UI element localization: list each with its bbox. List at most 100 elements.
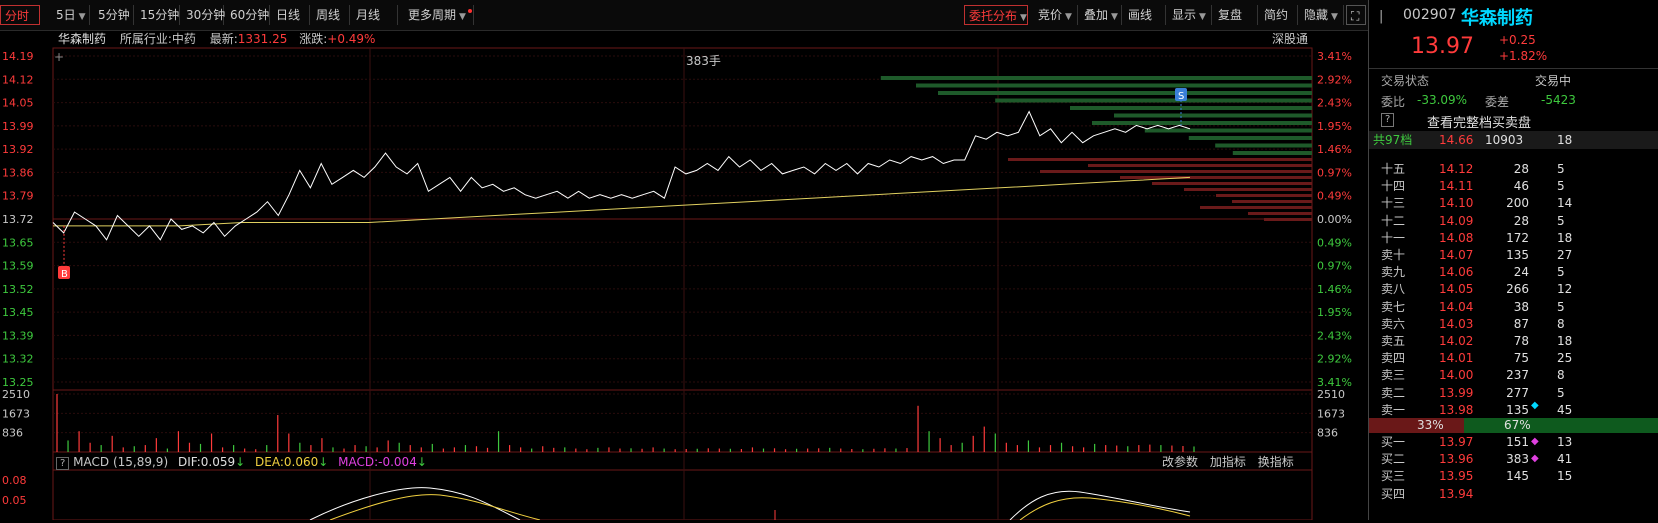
period-tab-0[interactable]: 分时 — [0, 5, 40, 25]
price-tick-label: 13.72 — [2, 213, 34, 226]
sell-level-row[interactable]: 十四 14.11 46 5 — [1369, 178, 1658, 195]
macd-value: -0.004 — [378, 455, 417, 469]
buy-level-row[interactable]: 买二 13.96 383 41 — [1369, 451, 1658, 468]
tool-button-label: 委托分布 — [969, 9, 1018, 23]
latest-value: 1331.25 — [237, 32, 288, 46]
level-vol: 38 — [1513, 299, 1529, 314]
level-label: 卖十 — [1381, 248, 1406, 262]
sell-marker-label: S — [1178, 91, 1184, 102]
tool-button-3[interactable]: 画线 — [1124, 5, 1166, 25]
caret-down-icon: ▼ — [459, 12, 466, 22]
sell-level-row[interactable]: 卖七 14.04 38 5 — [1369, 299, 1658, 316]
chart-canvas[interactable]: 14.19 3.41% 14.12 2.92% 14.05 2.43% 13.99 1.95%… — [0, 30, 1368, 521]
buy-level-row[interactable]: 买一 13.97 151 13 — [1369, 434, 1658, 451]
price-tick-label: 14.05 — [2, 97, 34, 110]
buy-level-row[interactable]: 买四 13.94 — [1369, 486, 1658, 503]
full-book-link[interactable]: 查看完整档买卖盘 — [1427, 116, 1532, 131]
dea-label: DEA: — [255, 455, 284, 469]
period-tab-2[interactable]: 5分钟 — [94, 5, 134, 25]
crosshair-plus-icon[interactable]: + — [54, 50, 65, 64]
period-tab-3[interactable]: 15分钟 — [136, 5, 180, 25]
help-icon[interactable]: ? — [56, 457, 70, 470]
sell-level-row[interactable]: 卖三 14.00 237 8 — [1369, 367, 1658, 384]
pct-tick-label: 2.43% — [1317, 97, 1352, 110]
period-tab-6[interactable]: 日线 — [272, 5, 310, 25]
level-extra: 5 — [1557, 179, 1565, 194]
tool-button-1[interactable]: 竞价 ▼ — [1034, 5, 1078, 25]
level-price: 14.09 — [1439, 213, 1474, 228]
level-extra: 45 — [1557, 402, 1573, 417]
sell-level-row[interactable]: 卖五 14.02 78 18 — [1369, 333, 1658, 350]
sell-level-row[interactable]: 卖六 14.03 87 8 — [1369, 316, 1658, 333]
sell-level-row[interactable]: 卖八 14.05 266 12 — [1369, 281, 1658, 298]
book-help-icon[interactable]: ? — [1381, 113, 1395, 127]
sell-level-row[interactable]: 卖四 14.01 75 25 — [1369, 350, 1658, 367]
fullscreen-icon[interactable]: ⛶ — [1346, 5, 1366, 25]
level-label: 十二 — [1381, 213, 1406, 228]
tool-button-6[interactable]: 简约 — [1260, 5, 1298, 25]
sell-level-row[interactable]: 卖二 13.99 277 5 — [1369, 385, 1658, 402]
macd-down-arrow-icon: ↓ — [416, 455, 427, 469]
tool-button-5[interactable]: 复盘 — [1214, 5, 1258, 25]
period-tab-5[interactable]: 60分钟 — [226, 5, 270, 25]
level-price: 14.10 — [1439, 196, 1474, 211]
tool-button-label: 复盘 — [1218, 8, 1243, 22]
period-tab-4[interactable]: 30分钟 — [182, 5, 225, 25]
sell-level-row[interactable]: 十三 14.10 200 14 — [1369, 195, 1658, 212]
quote-panel: | 002907 华森制药 13.97 +0.25 +1.82% 交易状态 交易… — [1368, 0, 1658, 520]
add-indicator-button[interactable]: 加指标 — [1209, 455, 1246, 469]
weibi-label: 委比 — [1381, 95, 1406, 109]
sell-order-bar — [1040, 170, 1312, 173]
change-value: +0.49% — [327, 32, 376, 46]
period-tab-8[interactable]: 月线 — [352, 5, 398, 25]
period-tab-1[interactable]: 5日 ▼ — [52, 5, 90, 25]
level-label: 买四 — [1381, 486, 1406, 501]
level-vol: 266 — [1506, 282, 1529, 297]
level-price: 13.94 — [1439, 486, 1474, 501]
period-tab-9[interactable]: 更多周期 ▼ — [404, 5, 474, 25]
tool-button-2[interactable]: 叠加 ▼ — [1080, 5, 1122, 25]
sell-level-row[interactable]: 十五 14.12 28 5 — [1369, 161, 1658, 178]
level-extra: 13 — [1557, 435, 1573, 449]
sell-order-bar — [1184, 188, 1312, 191]
status-value: 交易中 — [1535, 74, 1572, 88]
pct-tick-label: 1.46% — [1317, 283, 1352, 296]
level-extra: 14 — [1557, 196, 1573, 211]
period-tab-7[interactable]: 周线 — [312, 5, 350, 25]
sell-level-row[interactable]: 十二 14.09 28 5 — [1369, 213, 1658, 230]
macd-dea-curve — [329, 494, 541, 521]
sell-order-bar — [1248, 212, 1312, 215]
level-price: 14.01 — [1439, 351, 1474, 366]
sell-level-row[interactable]: 十一 14.08 172 18 — [1369, 230, 1658, 247]
level-label: 买一 — [1381, 435, 1406, 449]
caret-down-icon: ▼ — [78, 12, 86, 22]
level-price: 14.02 — [1439, 334, 1474, 348]
level-price: 14.04 — [1439, 299, 1474, 314]
buy-level-row[interactable]: 买三 13.95 145 15 — [1369, 468, 1658, 485]
tool-button-0[interactable]: 委托分布 ▼ — [964, 5, 1028, 25]
weicha-value: -5423 — [1541, 93, 1576, 107]
price-tick-label: 13.52 — [2, 283, 34, 296]
tool-button-4[interactable]: 显示 ▼ — [1168, 5, 1212, 25]
stock-code: 002907 — [1403, 7, 1457, 23]
pct-tick-label: 3.41% — [1317, 376, 1352, 389]
level-label: 卖一 — [1381, 402, 1406, 417]
switch-indicator-button[interactable]: 换指标 — [1257, 455, 1294, 469]
pct-tick-label: 1.46% — [1317, 143, 1352, 156]
modify-params-button[interactable]: 改参数 — [1162, 455, 1199, 469]
sell-level-row[interactable]: 卖九 14.06 24 5 — [1369, 264, 1658, 281]
total-price: 14.66 — [1439, 133, 1474, 147]
stock-title: 华森制药 — [1461, 8, 1533, 29]
stock-name: 华森制药 — [58, 32, 107, 46]
price-tick-label: 13.32 — [2, 353, 34, 366]
sell-level-row[interactable]: 卖十 14.07 135 27 — [1369, 247, 1658, 264]
sell-level-row[interactable]: 卖一 13.98 135 45 — [1369, 402, 1658, 419]
level-extra: 5 — [1557, 385, 1565, 400]
level-price: 14.07 — [1439, 248, 1474, 262]
pct-tick-label: 0.49% — [1317, 236, 1352, 249]
back-chevron-icon[interactable]: | — [1379, 9, 1384, 24]
level-vol: 145 — [1506, 469, 1529, 484]
level-extra: 8 — [1557, 316, 1565, 331]
price-tick-label: 13.99 — [2, 120, 34, 133]
tool-button-7[interactable]: 隐藏 ▼ — [1300, 5, 1344, 25]
